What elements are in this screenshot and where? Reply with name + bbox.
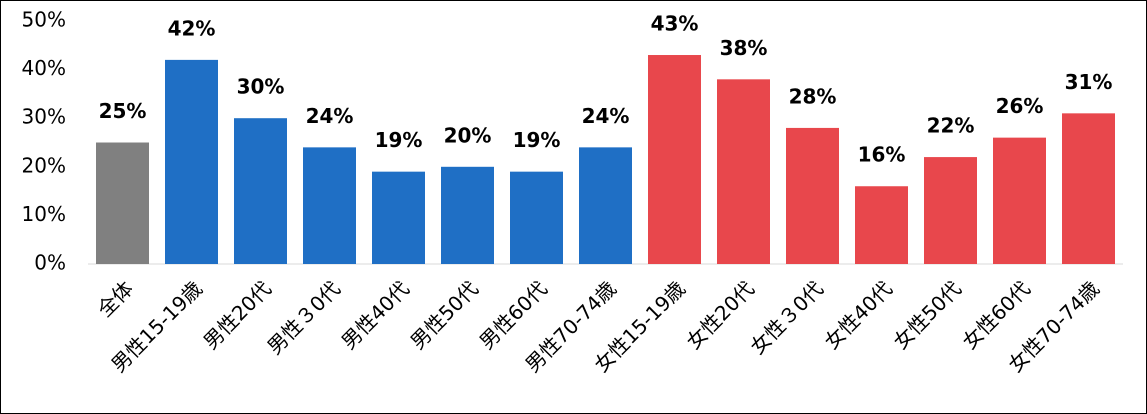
bar: [441, 166, 494, 264]
value-label: 43%: [651, 12, 699, 36]
bar: [1062, 113, 1115, 264]
bar: [372, 171, 425, 264]
bar: [993, 137, 1046, 264]
y-tick-label: 50%: [22, 8, 66, 32]
value-label: 20%: [444, 123, 492, 147]
bar: [924, 157, 977, 264]
value-label: 24%: [306, 104, 354, 128]
bar: [510, 171, 563, 264]
bar: [855, 186, 908, 264]
bar: [579, 147, 632, 264]
bar: [648, 55, 701, 264]
value-label: 38%: [720, 36, 768, 60]
value-label: 28%: [789, 84, 837, 108]
bar: [786, 127, 839, 264]
y-tick-label: 30%: [22, 105, 66, 129]
value-label: 31%: [1065, 70, 1113, 94]
value-label: 19%: [513, 128, 561, 152]
value-label: 25%: [99, 99, 147, 123]
bar: [303, 147, 356, 264]
bar: [234, 118, 287, 264]
value-label: 16%: [858, 143, 906, 167]
y-tick-label: 0%: [34, 251, 66, 275]
value-label: 19%: [375, 128, 423, 152]
bar: [96, 142, 149, 264]
bar: [165, 59, 218, 264]
value-label: 26%: [996, 94, 1044, 118]
value-label: 42%: [168, 16, 216, 40]
value-label: 24%: [582, 104, 630, 128]
y-tick-label: 40%: [22, 56, 66, 80]
value-label: 30%: [237, 75, 285, 99]
bar: [717, 79, 770, 264]
y-tick-label: 20%: [22, 153, 66, 177]
value-label: 22%: [927, 114, 975, 138]
y-tick-label: 10%: [22, 202, 66, 226]
